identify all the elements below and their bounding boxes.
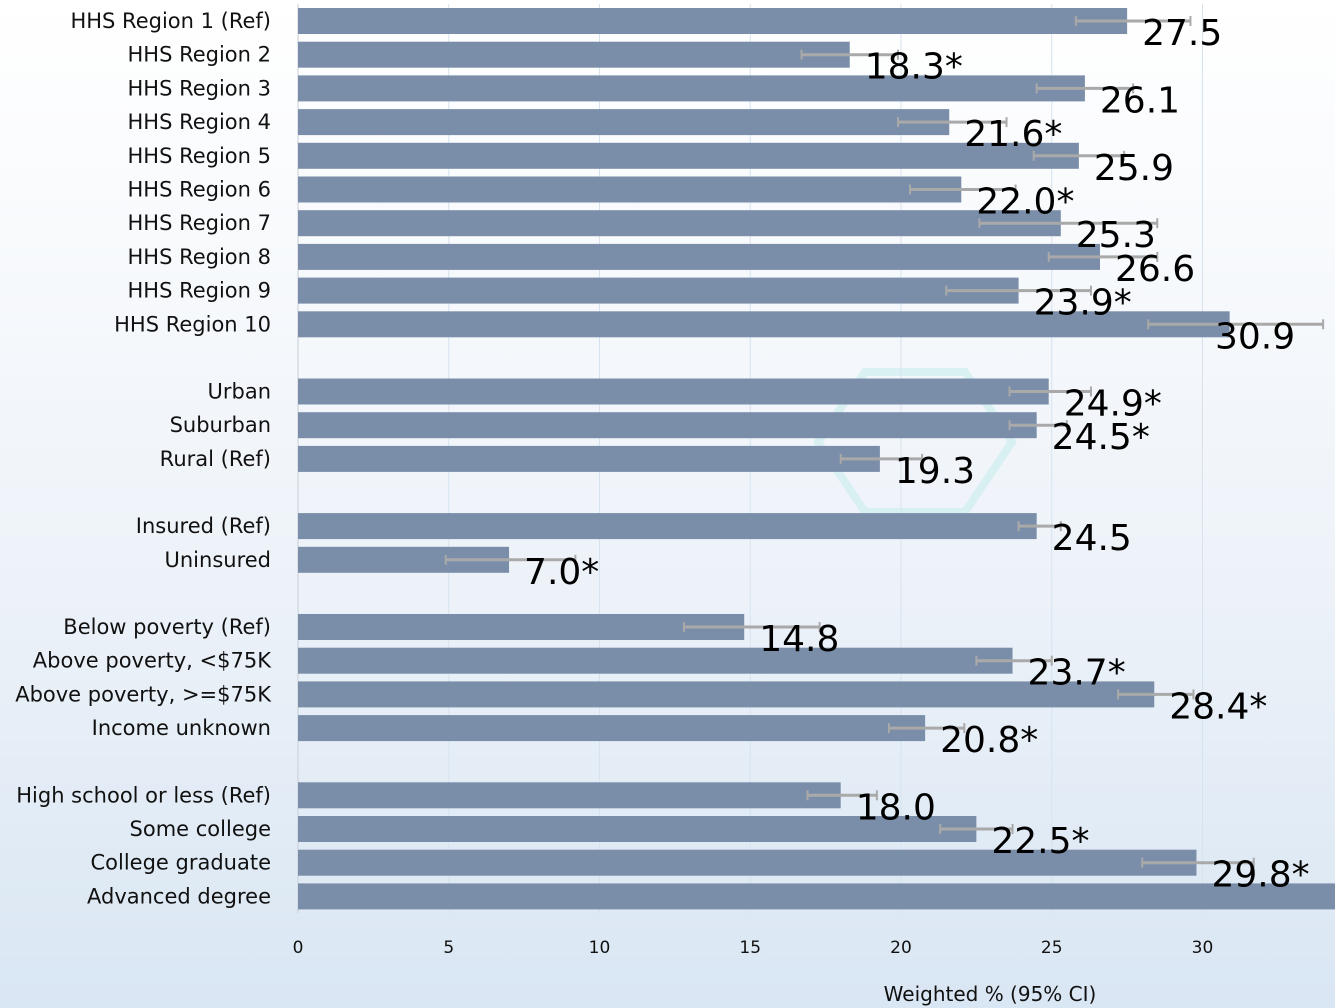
bar-hhs-region-7 (298, 210, 1061, 237)
value-label-income-unknown: 20.8* (940, 720, 1038, 761)
category-label-rural-ref: Rural (Ref) (160, 447, 271, 471)
value-label-hhs-region-9: 23.9* (1034, 283, 1132, 324)
category-label-high-school-or-less-ref: High school or less (Ref) (16, 783, 271, 807)
bar-advanced-degree (298, 883, 1335, 910)
x-tick-label: 20 (890, 938, 912, 958)
bar-hhs-region-6 (298, 176, 962, 203)
bar-below-poverty-ref (298, 614, 745, 640)
bar-hhs-region-3 (298, 75, 1085, 102)
value-labels: 27.5 18.3* 26.1 21.6* 25.9 22.0*25.326.623.9*… (524, 13, 1310, 896)
x-tick-label: 15 (739, 938, 761, 958)
category-label-above-poverty-75k: Above poverty, >=$75K (15, 682, 272, 706)
bar-hhs-region-2 (298, 41, 850, 68)
value-label-hhs-region-6: 22.0* (976, 182, 1074, 223)
value-label-hhs-region-4: 21.6* (964, 114, 1062, 155)
category-label-suburban: Suburban (170, 413, 271, 437)
value-label-urban: 24.9* (1064, 384, 1162, 425)
x-tick-label: 25 (1041, 938, 1063, 958)
category-label-insured-ref: Insured (Ref) (136, 514, 271, 538)
bar-above-poverty-75k (298, 647, 1013, 674)
value-label-uninsured: 7.0* (524, 552, 599, 593)
bar-hhs-region-5 (298, 142, 1079, 169)
category-labels: HHS Region 1 (Ref) HHS Region 2 HHS Region… (15, 9, 272, 908)
value-label-hhs-region-2: 18.3* (865, 47, 963, 88)
category-label-hhs-region-4: HHS Region 4 (127, 110, 271, 134)
value-label-some-college: 22.5* (991, 821, 1089, 862)
value-label-hhs-region-1-ref: 27.5 (1142, 13, 1222, 54)
category-label-hhs-region-3: HHS Region 3 (127, 76, 271, 100)
value-label-suburban: 24.5* (1052, 417, 1150, 458)
value-label-rural-ref: 19.3 (895, 451, 975, 492)
x-tick-label: 30 (1192, 938, 1214, 958)
category-label-below-poverty-ref: Below poverty (Ref) (63, 615, 271, 639)
value-label-above-poverty-75k: 23.7* (1028, 653, 1126, 694)
category-label-income-unknown: Income unknown (92, 716, 271, 740)
bar-hhs-region-9 (298, 277, 1019, 304)
value-label-below-poverty-ref: 14.8 (759, 619, 839, 660)
bar-above-poverty-75k (298, 681, 1155, 708)
value-label-hhs-region-7: 25.3 (1076, 215, 1156, 256)
value-label-above-poverty-75k: 28.4* (1169, 686, 1267, 727)
x-tick-label: 10 (589, 938, 611, 958)
category-label-hhs-region-7: HHS Region 7 (127, 211, 271, 235)
bar-rural-ref (298, 445, 880, 472)
x-axis-ticks: 0 5 10 15 20 25 30 (293, 938, 1214, 958)
bar-income-unknown (298, 715, 926, 742)
value-label-hhs-region-5: 25.9 (1094, 148, 1174, 189)
bar-high-school-or-less-ref (298, 782, 841, 809)
category-label-above-poverty-75k: Above poverty, <$75K (33, 649, 272, 673)
x-axis-title: Weighted % (95% CI) (884, 982, 1097, 1006)
category-label-hhs-region-2: HHS Region 2 (127, 43, 271, 67)
bar-hhs-region-8 (298, 243, 1100, 270)
category-label-uninsured: Uninsured (165, 548, 272, 572)
category-label-advanced-degree: Advanced degree (87, 884, 271, 908)
value-label-high-school-or-less-ref: 18.0 (856, 787, 936, 828)
value-label-hhs-region-10: 30.9 (1215, 316, 1295, 357)
bar-hhs-region-1-ref (298, 8, 1128, 34)
category-label-urban: Urban (207, 380, 271, 404)
bar-insured-ref (298, 513, 1037, 540)
x-tick-label: 5 (443, 938, 454, 958)
hexagon-watermark (813, 368, 1017, 516)
category-label-hhs-region-6: HHS Region 6 (127, 178, 271, 202)
category-label-college-graduate: College graduate (90, 851, 271, 875)
bar-urban (298, 378, 1049, 405)
bar-suburban (298, 412, 1037, 439)
value-label-college-graduate: 29.8* (1211, 855, 1309, 896)
value-label-insured-ref: 24.5 (1052, 518, 1132, 559)
bar-hhs-region-10 (298, 311, 1230, 338)
bars (298, 8, 1335, 910)
value-label-hhs-region-3: 26.1 (1100, 80, 1180, 121)
category-label-hhs-region-1-ref: HHS Region 1 (Ref) (70, 9, 271, 33)
bar-hhs-region-4 (298, 109, 950, 136)
category-label-hhs-region-9: HHS Region 9 (127, 279, 271, 303)
category-label-some-college: Some college (130, 817, 271, 841)
category-label-hhs-region-8: HHS Region 8 (127, 245, 271, 269)
bar-some-college (298, 816, 977, 842)
bar-college-graduate (298, 849, 1197, 876)
category-label-hhs-region-5: HHS Region 5 (127, 144, 271, 168)
x-tick-label: 0 (293, 938, 304, 958)
category-label-hhs-region-10: HHS Region 10 (114, 312, 271, 336)
value-label-hhs-region-8: 26.6 (1115, 249, 1195, 290)
error-bars (444, 16, 1325, 868)
